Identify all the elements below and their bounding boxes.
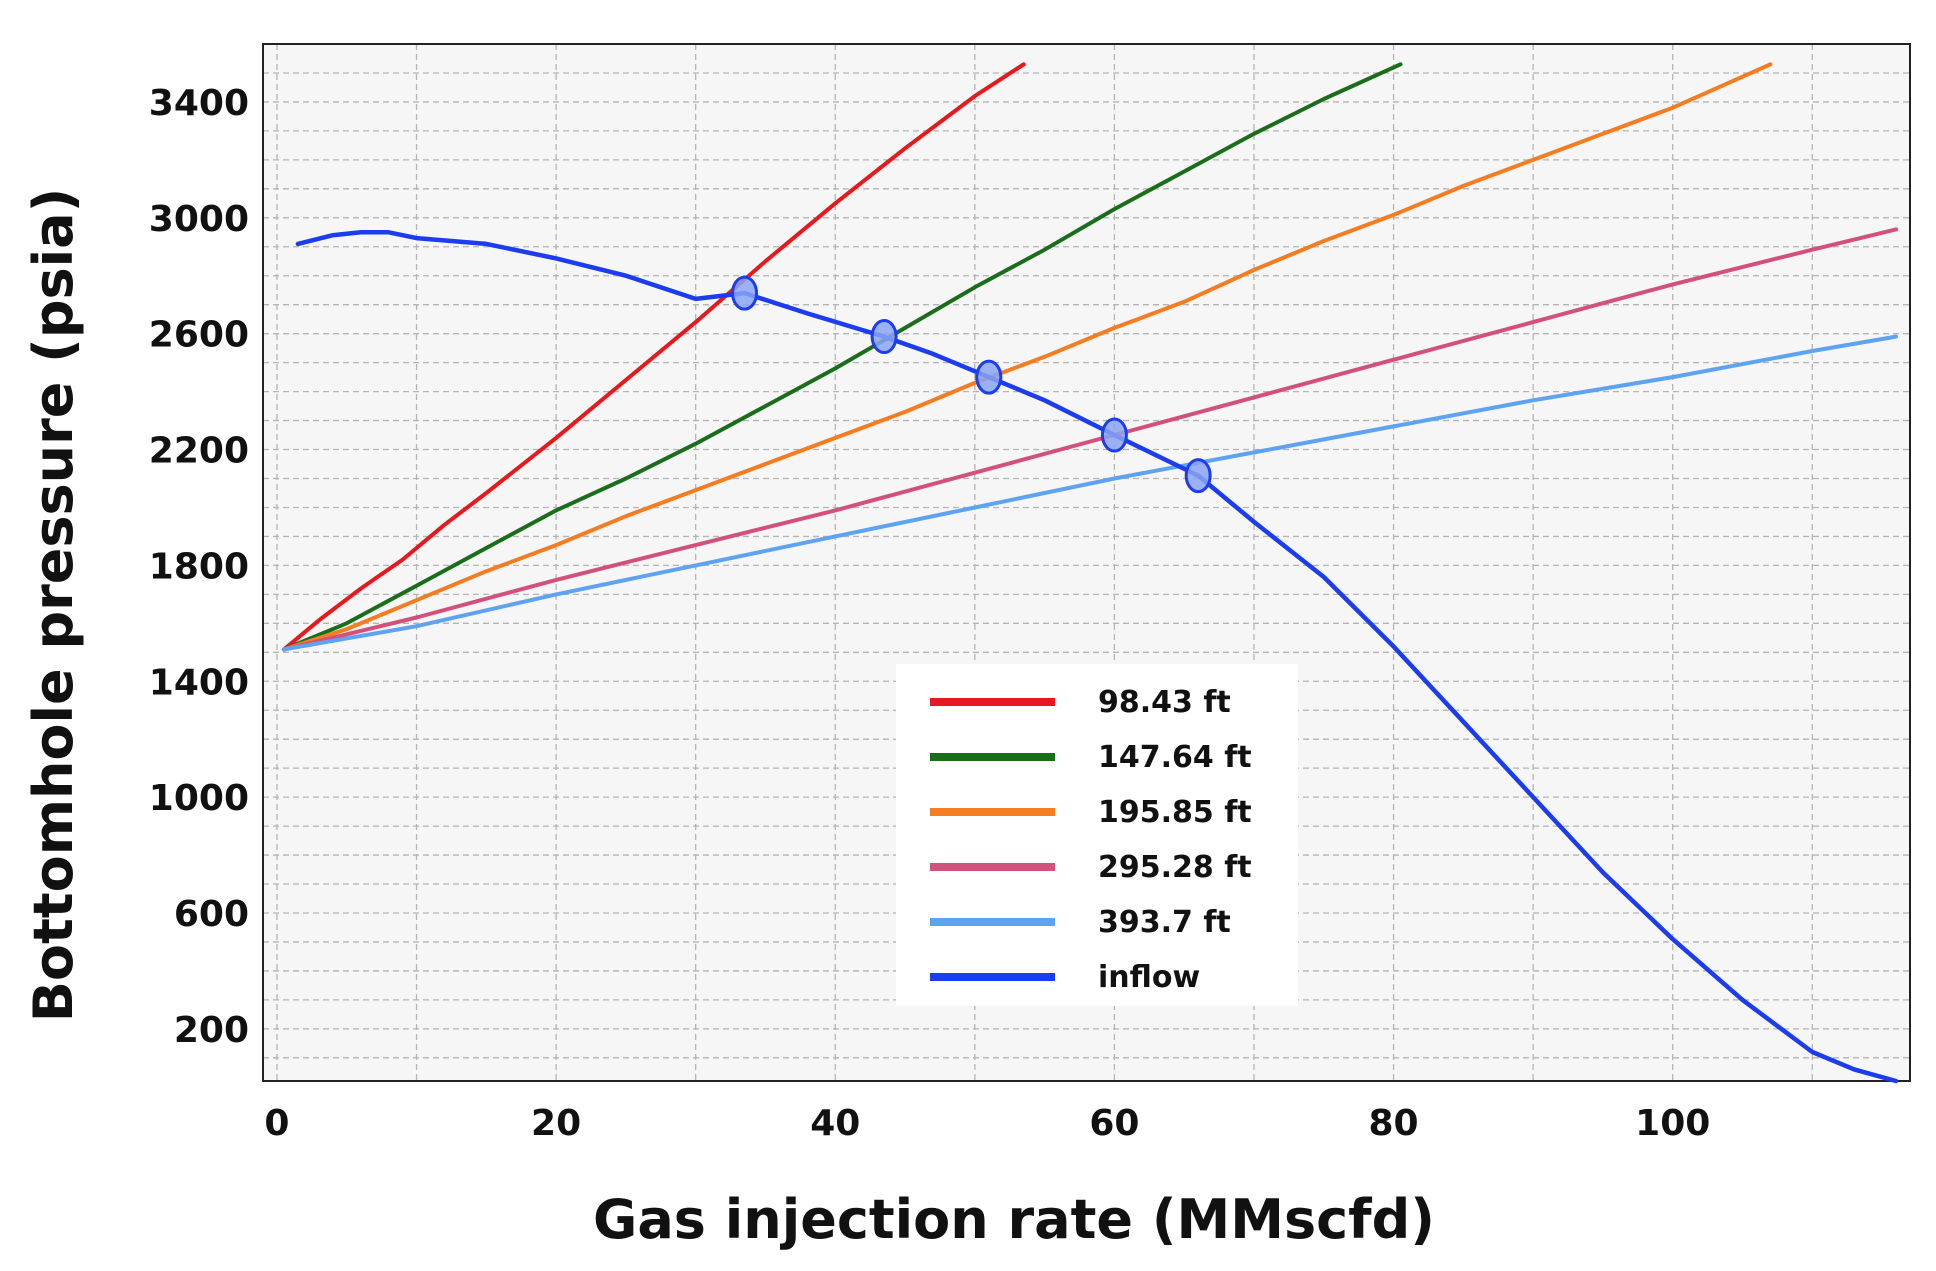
series-line-147-64-ft: [281, 62, 1403, 652]
legend-label: 393.7 ft: [1098, 905, 1231, 940]
intersection-marker: [975, 359, 1003, 395]
legend: 98.43 ft 147.64 ft 195.85 ft 295.28 ft 393.7…: [896, 664, 1298, 1006]
y-tick-label: 3000: [149, 199, 249, 240]
series-line-98-43-ft: [281, 62, 1026, 652]
legend-label: 195.85 ft: [1098, 795, 1252, 830]
legend-label: 147.64 ft: [1098, 740, 1252, 775]
legend-label: 98.43 ft: [1098, 685, 1231, 720]
legend-label: inflow: [1098, 960, 1200, 995]
series-line-393-7-ft: [281, 334, 1898, 652]
x-tick-label: 100: [1635, 1103, 1710, 1144]
intersection-marker: [1184, 458, 1212, 494]
x-tick-label: 40: [810, 1103, 860, 1144]
x-tick-label: 0: [264, 1103, 289, 1144]
intersection-markers: [731, 275, 1212, 494]
series-line-inflow: [295, 230, 1899, 1084]
y-tick-label: 600: [174, 894, 249, 935]
legend-label: 295.28 ft: [1098, 850, 1252, 885]
y-tick-label: 3400: [149, 83, 249, 124]
series-line-195-85-ft: [281, 62, 1773, 652]
y-tick-label: 1800: [149, 546, 249, 587]
tick-labels: 0 20 40 60 80 100 200 600 1000 1400 1800 2200 2600 30…: [149, 83, 1711, 1144]
intersection-marker: [731, 275, 759, 311]
y-tick-label: 1000: [149, 778, 249, 819]
y-tick-label: 1400: [149, 662, 249, 703]
y-tick-label: 200: [174, 1010, 249, 1051]
y-tick-label: 2200: [149, 431, 249, 472]
x-tick-label: 20: [531, 1103, 581, 1144]
x-axis-title: Gas injection rate (MMscfd): [593, 1188, 1435, 1251]
intersection-marker: [870, 319, 898, 355]
plot-frame: [262, 43, 1911, 1082]
intersection-marker: [1100, 417, 1128, 453]
y-tick-label: 2600: [149, 315, 249, 356]
x-tick-label: 80: [1369, 1103, 1419, 1144]
legend-box: [896, 664, 1298, 1006]
x-tick-label: 60: [1089, 1103, 1139, 1144]
y-axis-title: Bottomhole pressure (psia): [22, 188, 85, 1023]
